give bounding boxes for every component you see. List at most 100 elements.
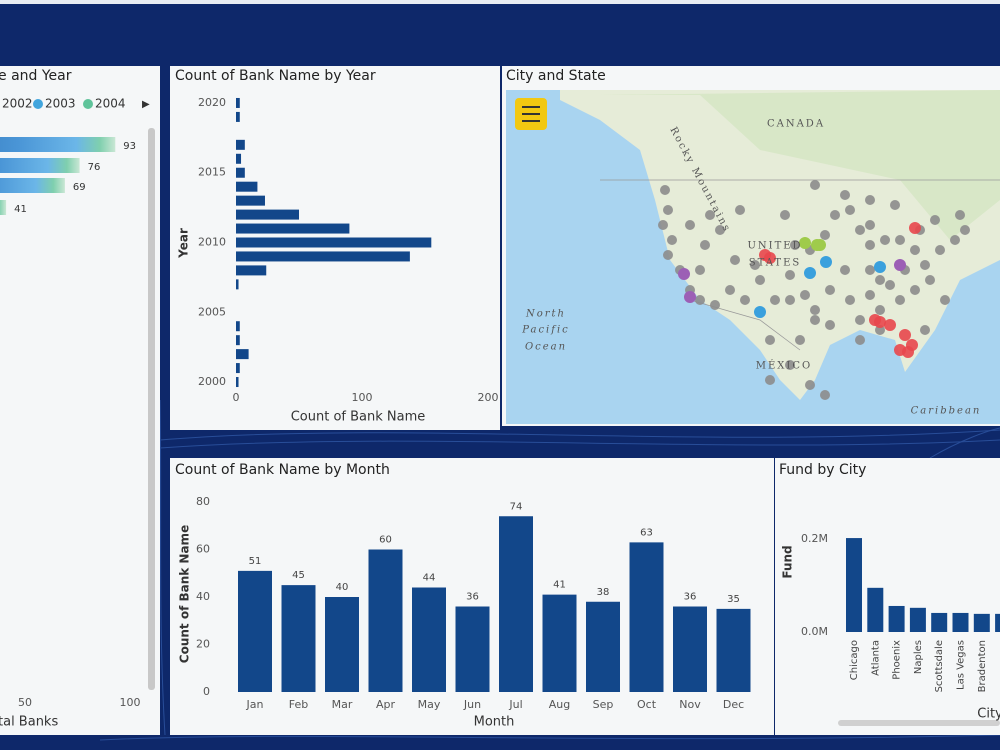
axis-title: tal Banks	[0, 715, 58, 730]
map-point	[663, 205, 673, 215]
data-label: 74	[510, 501, 523, 512]
axis-title: Year	[177, 228, 191, 259]
map-point	[955, 210, 965, 220]
map-point	[755, 275, 765, 285]
bar	[673, 606, 707, 692]
map-point	[880, 235, 890, 245]
map-point	[795, 335, 805, 345]
map-point	[770, 295, 780, 305]
panel-title: Fund by City	[779, 462, 866, 478]
map-point	[740, 295, 750, 305]
bar	[499, 516, 533, 692]
map-point	[805, 380, 815, 390]
y-tick-label: 80	[196, 495, 210, 508]
map-point	[875, 305, 885, 315]
data-label: 60	[379, 535, 392, 546]
map-label: Pacific	[521, 325, 570, 336]
x-tick-label: Aug	[549, 698, 570, 711]
wave-decoration	[99, 399, 1000, 741]
map-point	[800, 290, 810, 300]
map-label: North	[525, 309, 566, 320]
bar	[716, 608, 751, 692]
map-point	[855, 315, 865, 325]
x-tick-label: May	[418, 698, 441, 711]
legend-next[interactable]: ▶	[142, 99, 150, 110]
map-point	[810, 315, 820, 325]
map-point	[663, 250, 673, 260]
bar	[586, 601, 620, 692]
map-point	[902, 346, 914, 358]
x-tick-label: 0	[233, 391, 240, 404]
map-point	[765, 375, 775, 385]
data-label: 51	[249, 556, 262, 567]
data-label: 45	[292, 570, 305, 581]
map-label: STATES	[749, 258, 801, 269]
map-point	[785, 360, 795, 370]
map-point	[764, 252, 776, 264]
legend-marker	[33, 99, 43, 109]
map-point	[765, 335, 775, 345]
bar	[281, 585, 316, 692]
bar	[236, 335, 240, 346]
x-tick-label: Oct	[637, 698, 657, 711]
x-tick-label: Phoenix	[892, 640, 903, 680]
data-label: 41	[553, 580, 566, 591]
map-point	[930, 215, 940, 225]
map-point	[667, 235, 677, 245]
map-point	[678, 268, 690, 280]
map-point	[804, 267, 816, 279]
bar	[973, 613, 990, 632]
bar	[846, 538, 862, 632]
y-tick-label: 0.0M	[801, 625, 828, 638]
x-tick-label: Scottsdale	[934, 640, 945, 692]
map-point	[725, 285, 735, 295]
axis-title: Count of Bank Name	[178, 525, 192, 663]
map-point	[684, 291, 696, 303]
map-point	[715, 225, 725, 235]
map-point	[890, 200, 900, 210]
map-point	[909, 222, 921, 234]
map-point	[685, 220, 695, 230]
x-tick-label: Apr	[376, 698, 396, 711]
bar	[909, 607, 926, 632]
map-point	[875, 275, 885, 285]
map-point	[785, 270, 795, 280]
bar	[629, 542, 664, 692]
map-point	[874, 261, 886, 273]
panel-title: Count of Bank Name by Month	[175, 462, 390, 478]
scrollbar[interactable]	[838, 720, 1000, 726]
axis-title: City	[977, 707, 1000, 722]
map-point	[910, 285, 920, 295]
bar	[236, 363, 240, 374]
map-point	[825, 320, 835, 330]
data-label: 41	[14, 204, 27, 215]
map-label: MÉXICO	[756, 360, 812, 372]
bar	[236, 223, 350, 234]
scrollbar[interactable]	[148, 128, 155, 690]
x-tick-label: 100	[120, 696, 141, 709]
map-point	[780, 210, 790, 220]
map-point	[895, 295, 905, 305]
bar	[0, 137, 116, 152]
map-point	[735, 205, 745, 215]
bar	[238, 570, 272, 692]
map-point	[695, 295, 705, 305]
forest	[600, 90, 1000, 240]
bar	[0, 200, 7, 215]
map-point	[845, 295, 855, 305]
x-tick-label: Bradenton	[977, 640, 988, 692]
map-point	[660, 185, 670, 195]
data-label: 69	[73, 182, 86, 193]
x-tick-label: Jul	[508, 698, 522, 711]
x-tick-label: Dec	[723, 698, 744, 711]
bar	[368, 549, 403, 692]
x-tick-label: Naples	[913, 640, 924, 674]
x-tick-label: Las Vegas	[956, 640, 967, 690]
y-tick-label: 2015	[198, 166, 226, 179]
data-label: 38	[597, 587, 610, 598]
bar	[412, 587, 446, 692]
map-label: CANADA	[767, 119, 825, 130]
map-point	[840, 265, 850, 275]
legend-marker	[83, 99, 93, 109]
y-tick-label: 20	[196, 638, 210, 651]
